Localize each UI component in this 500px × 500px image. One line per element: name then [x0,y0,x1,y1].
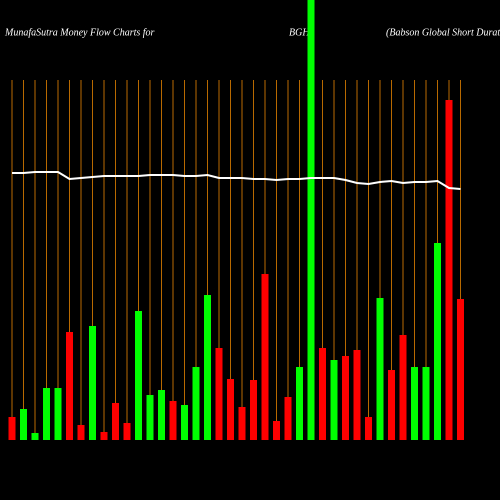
bar [66,332,73,440]
bar [342,356,349,440]
chart-title: MunafaSutra Money Flow Charts for [4,27,155,38]
bar [8,417,16,440]
bar [399,335,407,440]
bar [273,421,280,440]
bar [89,326,96,440]
bar [365,417,372,440]
bar [319,348,326,440]
bar [31,433,39,440]
bar [411,367,418,440]
bar [445,100,453,440]
bar [250,380,257,440]
bar [123,423,131,440]
bar [100,432,108,440]
bar [158,390,165,440]
bar [215,348,223,440]
bar [169,401,177,440]
bar [135,311,142,440]
bar [330,360,338,440]
bar [353,350,361,440]
chart-symbol: BGH [289,27,310,38]
bar [422,367,430,440]
bar [388,370,395,440]
bar [112,403,119,440]
bar [146,395,154,440]
bar [181,405,188,440]
bar [307,0,315,440]
money-flow-line [12,171,461,190]
bar [227,379,234,440]
bar [20,409,27,440]
bar [43,388,50,440]
bar [296,367,303,440]
bar [204,295,211,440]
bar [284,397,292,440]
bar [376,298,384,440]
bar [238,407,246,440]
bar [77,425,85,440]
bar [457,299,464,440]
bar [192,367,200,440]
bar [54,388,62,440]
bar [261,274,269,440]
bar [434,243,441,440]
chart-subtitle: (Babson Global Short Duration [386,27,500,38]
